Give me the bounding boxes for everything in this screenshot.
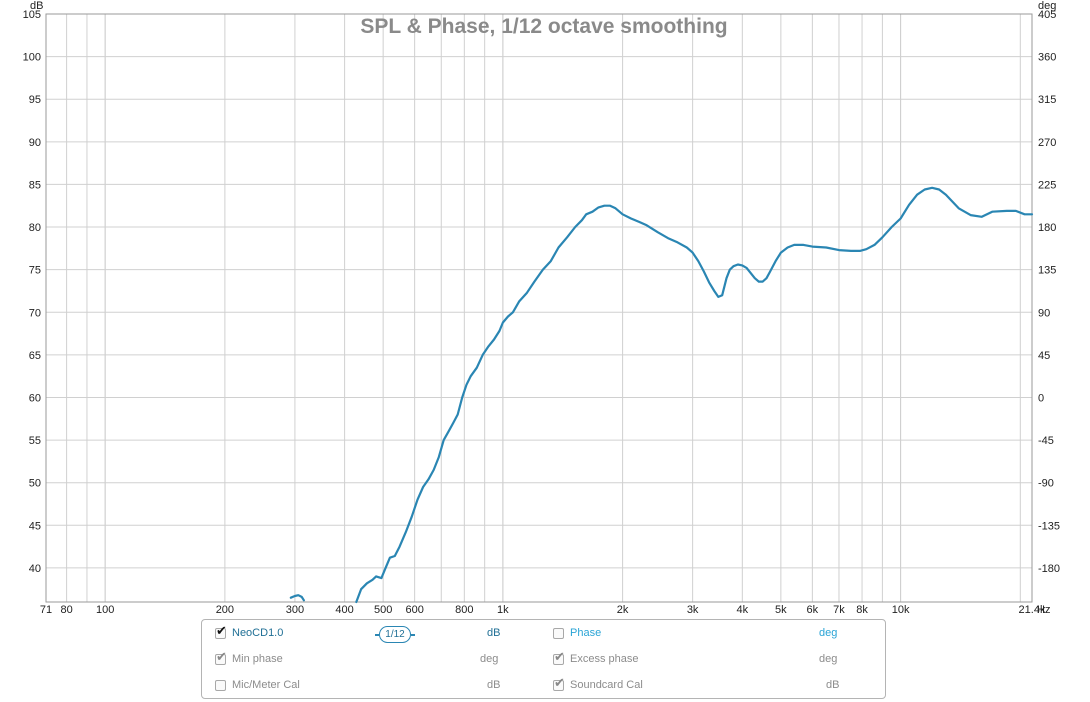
excess-phase-unit: deg — [819, 653, 838, 665]
x-tick-label: 3k — [687, 604, 699, 616]
y2-tick-label: 45 — [1038, 350, 1050, 362]
soundcard-cal-unit: dB — [826, 679, 840, 691]
excess-phase-checkbox[interactable]: ✔ — [553, 650, 565, 665]
checkmark-icon: ✔ — [216, 622, 227, 638]
neocd-unit: dB — [487, 627, 501, 639]
min-phase-checkbox[interactable]: ✔ — [215, 650, 227, 665]
y-tick-label: 75 — [29, 265, 41, 277]
x-tick-label: 6k — [807, 604, 819, 616]
plot-frame — [45, 13, 1033, 603]
legend-item-soundcard-cal[interactable]: ✔ Soundcard Cal — [553, 676, 643, 694]
smoothing-label: 1/12 — [385, 629, 405, 640]
x-tick-label: 600 — [405, 604, 423, 616]
right-axis-unit: deg — [1038, 0, 1056, 12]
mic-cal-unit: dB — [487, 679, 501, 691]
x-tick-label: 100 — [96, 604, 114, 616]
phase-checkbox[interactable] — [553, 627, 564, 639]
neocd-label: NeoCD1.0 — [232, 627, 284, 639]
y2-tick-label: -90 — [1038, 478, 1054, 490]
x-tick-label: 2k — [617, 604, 629, 616]
x-tick-label: 71 — [40, 604, 52, 616]
y2-tick-label: -135 — [1038, 520, 1060, 532]
legend-item-excess-phase[interactable]: ✔ Excess phase — [553, 650, 638, 668]
y2-tick-label: 360 — [1038, 52, 1056, 64]
series-layer — [289, 186, 1034, 604]
mic-cal-label: Mic/Meter Cal — [232, 679, 300, 691]
x-tick-label: 400 — [335, 604, 353, 616]
legend-item-neocd[interactable]: ✔ NeoCD1.0 — [215, 624, 283, 642]
chart-title: SPL & Phase, 1/12 octave smoothing — [360, 15, 727, 38]
x-tick-label: 8k — [856, 604, 868, 616]
x-tick-label: 10k — [892, 604, 910, 616]
tick-labels: 71 80 100 200 300 400 500 600 800 1k 2k 3k 4k 5k 6k 7k 8… — [23, 9, 1060, 616]
y-tick-label: 60 — [29, 392, 41, 404]
y-tick-label: 40 — [29, 563, 41, 575]
series-line-neocd — [355, 186, 1034, 604]
y-tick-label: 95 — [29, 94, 41, 106]
checkmark-icon: ✔ — [216, 648, 227, 664]
x-tick-label: 500 — [374, 604, 392, 616]
legend-item-min-phase[interactable]: ✔ Min phase — [215, 650, 283, 668]
legend-item-mic-cal[interactable]: Mic/Meter Cal — [215, 676, 300, 694]
x-tick-label: 7k — [833, 604, 845, 616]
y2-tick-label: 135 — [1038, 265, 1056, 277]
y2-tick-label: 270 — [1038, 137, 1056, 149]
x-tick-label: 300 — [286, 604, 304, 616]
y-tick-label: 50 — [29, 478, 41, 490]
y-tick-label: 80 — [29, 222, 41, 234]
y-tick-label: 105 — [23, 9, 41, 21]
y-tick-label: 100 — [23, 52, 41, 64]
neocd-checkbox[interactable]: ✔ — [215, 624, 227, 639]
x-tick-label: 5k — [775, 604, 787, 616]
y-tick-label: 70 — [29, 307, 41, 319]
phase-label: Phase — [570, 627, 602, 639]
checkmark-icon: ✔ — [554, 674, 565, 690]
y2-tick-label: 315 — [1038, 94, 1056, 106]
y2-tick-label: 405 — [1038, 9, 1056, 21]
y-tick-label: 85 — [29, 179, 41, 191]
x-tick-label: 200 — [216, 604, 234, 616]
x-tick-label: 80 — [60, 604, 72, 616]
y2-tick-label: 90 — [1038, 307, 1050, 319]
left-axis-unit: dB — [30, 0, 43, 12]
soundcard-cal-checkbox[interactable]: ✔ — [553, 676, 565, 691]
checkmark-icon: ✔ — [554, 648, 565, 664]
legend-panel: ✔ NeoCD1.0 1/12 dB Phase deg ✔ Min phase… — [201, 619, 886, 699]
y2-tick-label: -180 — [1038, 563, 1060, 575]
x-tick-label: 1k — [497, 604, 509, 616]
soundcard-cal-label: Soundcard Cal — [570, 679, 643, 691]
phase-unit: deg — [819, 627, 838, 639]
smoothing-control[interactable]: 1/12 — [375, 626, 415, 643]
y-tick-label: 65 — [29, 350, 41, 362]
x-tick-label: 4k — [737, 604, 749, 616]
min-phase-label: Min phase — [232, 653, 283, 665]
legend-item-phase[interactable]: Phase — [553, 624, 601, 642]
excess-phase-label: Excess phase — [570, 653, 639, 665]
y-tick-label: 55 — [29, 435, 41, 447]
spl-phase-chart: 71 80 100 200 300 400 500 600 800 1k 2k 3k 4k 5k 6k 7k 8… — [23, 0, 1060, 616]
y2-tick-label: -45 — [1038, 435, 1054, 447]
x-tick-label: 800 — [455, 604, 473, 616]
grid-lines — [46, 13, 1032, 602]
y-tick-label: 90 — [29, 137, 41, 149]
x-tick-label: 21.4k — [1019, 604, 1046, 616]
x-axis-unit: Hz — [1037, 604, 1050, 616]
y-tick-label: 45 — [29, 520, 41, 532]
y2-tick-label: 225 — [1038, 179, 1056, 191]
y2-tick-label: 180 — [1038, 222, 1056, 234]
series-line-neocd — [289, 594, 305, 602]
mic-cal-checkbox[interactable] — [215, 679, 226, 691]
min-phase-unit: deg — [480, 653, 499, 665]
y2-tick-label: 0 — [1038, 392, 1044, 404]
